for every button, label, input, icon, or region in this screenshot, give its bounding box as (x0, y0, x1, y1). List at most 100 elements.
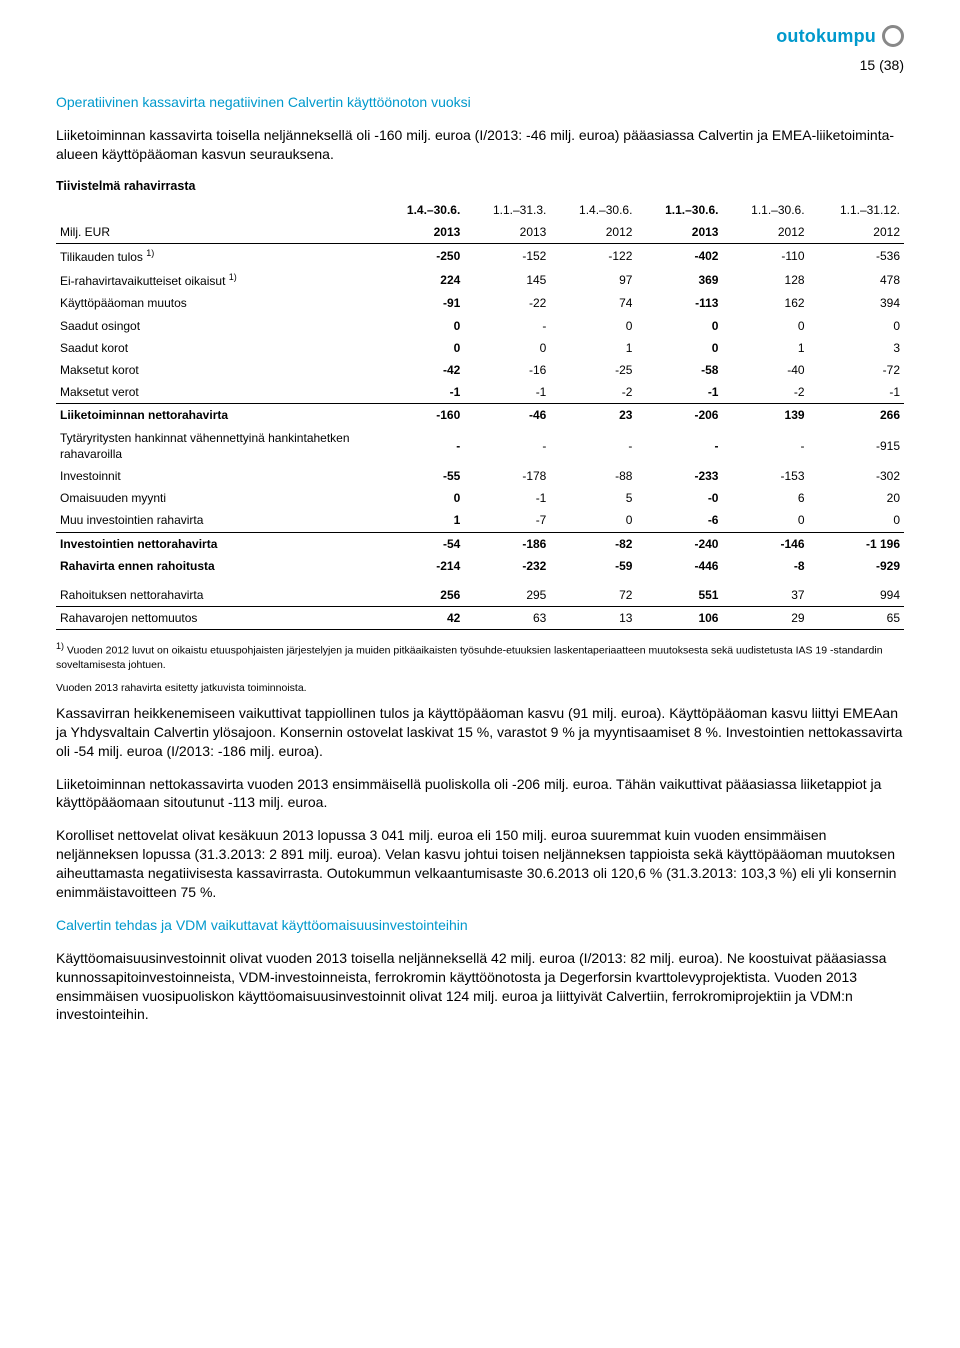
cell: -2 (550, 381, 636, 404)
cell: -302 (809, 465, 904, 487)
table-row: Rahoituksen nettorahavirta25629572551379… (56, 577, 904, 607)
cell: 0 (550, 509, 636, 532)
section-2-title: Calvertin tehdas ja VDM vaikuttavat käyt… (56, 916, 904, 935)
cell: -214 (378, 555, 464, 577)
cell: -110 (722, 244, 808, 269)
table-row: Rahavarojen nettomuutos4263131062965 (56, 607, 904, 630)
cell: -16 (464, 359, 550, 381)
footnote-2: Vuoden 2013 rahavirta esitetty jatkuvist… (56, 681, 904, 696)
cell: 1 (550, 337, 636, 359)
cell: -55 (378, 465, 464, 487)
cell: 478 (809, 268, 904, 292)
cell: -2 (722, 381, 808, 404)
cell: -82 (550, 532, 636, 555)
table-row: Ei-rahavirtavaikutteiset oikaisut 1)2241… (56, 268, 904, 292)
cell: 106 (636, 607, 722, 630)
cell: 13 (550, 607, 636, 630)
cell: 0 (550, 315, 636, 337)
col-year: 2012 (722, 221, 808, 244)
table-row: Tilikauden tulos 1)-250-152-122-402-110-… (56, 244, 904, 269)
cell: 6 (722, 487, 808, 509)
row-label: Maksetut korot (56, 359, 378, 381)
table-row: Saadut osingot0-0000 (56, 315, 904, 337)
table-row: Investoinnit-55-178-88-233-153-302 (56, 465, 904, 487)
cell: - (464, 427, 550, 465)
paragraph-3: Korolliset nettovelat olivat kesäkuun 20… (56, 826, 904, 902)
section-1-intro: Liiketoiminnan kassavirta toisella neljä… (56, 126, 904, 164)
cell: -446 (636, 555, 722, 577)
cell: -160 (378, 404, 464, 427)
cell: -1 (464, 381, 550, 404)
col-period: 1.1.–30.6. (722, 199, 808, 221)
cell: -42 (378, 359, 464, 381)
col-period: 1.4.–30.6. (550, 199, 636, 221)
cell: -1 (636, 381, 722, 404)
table-row: Muu investointien rahavirta1-70-600 (56, 509, 904, 532)
row-label: Rahavirta ennen rahoitusta (56, 555, 378, 577)
row-label: Investoinnit (56, 465, 378, 487)
cell: -22 (464, 292, 550, 314)
cell: -152 (464, 244, 550, 269)
cell: -206 (636, 404, 722, 427)
row-sup: 1) (146, 248, 154, 258)
cell: - (636, 427, 722, 465)
cell: 0 (722, 509, 808, 532)
cell: 37 (722, 577, 808, 607)
cell: 0 (378, 315, 464, 337)
row-label: Tytäryritysten hankinnat vähennettyinä h… (56, 427, 378, 465)
row-label: Rahoituksen nettorahavirta (56, 577, 378, 607)
cell: 0 (809, 509, 904, 532)
row-header-label: Milj. EUR (56, 221, 378, 244)
table-row: Käyttöpääoman muutos-91-2274-113162394 (56, 292, 904, 314)
cell: 162 (722, 292, 808, 314)
cell: 0 (378, 337, 464, 359)
col-period: 1.4.–30.6. (378, 199, 464, 221)
row-label: Omaisuuden myynti (56, 487, 378, 509)
cell: -6 (636, 509, 722, 532)
cell: 1 (722, 337, 808, 359)
cell: 97 (550, 268, 636, 292)
cell: -25 (550, 359, 636, 381)
cell: -186 (464, 532, 550, 555)
cell: 0 (636, 315, 722, 337)
cell: -72 (809, 359, 904, 381)
paragraph-2: Liiketoiminnan nettokassavirta vuoden 20… (56, 775, 904, 813)
cell: 295 (464, 577, 550, 607)
cell: 266 (809, 404, 904, 427)
cell: 3 (809, 337, 904, 359)
table-row: Omaisuuden myynti0-15-0620 (56, 487, 904, 509)
cell: -91 (378, 292, 464, 314)
cell: 139 (722, 404, 808, 427)
col-year: 2012 (809, 221, 904, 244)
row-sup: 1) (229, 272, 237, 282)
cell: -0 (636, 487, 722, 509)
col-year: 2013 (464, 221, 550, 244)
cell: 5 (550, 487, 636, 509)
table-row: Saadut korot001013 (56, 337, 904, 359)
cell: 0 (809, 315, 904, 337)
cell: 394 (809, 292, 904, 314)
table-row: Maksetut verot-1-1-2-1-2-1 (56, 381, 904, 404)
cell: - (722, 427, 808, 465)
brand-name: outokumpu (776, 24, 876, 48)
table-body: Tilikauden tulos 1)-250-152-122-402-110-… (56, 244, 904, 630)
cell: -1 (809, 381, 904, 404)
row-label: Liiketoiminnan nettorahavirta (56, 404, 378, 427)
cashflow-table: 1.4.–30.6.1.1.–31.3.1.4.–30.6.1.1.–30.6.… (56, 199, 904, 631)
table-row: Liiketoiminnan nettorahavirta-160-4623-2… (56, 404, 904, 427)
cell: 0 (722, 315, 808, 337)
cell: 0 (378, 487, 464, 509)
cell: -1 (464, 487, 550, 509)
cell: 224 (378, 268, 464, 292)
row-label: Tilikauden tulos 1) (56, 244, 378, 269)
cell: -250 (378, 244, 464, 269)
footnote-1: 1) Vuoden 2012 luvut on oikaistu etuuspo… (56, 640, 904, 673)
cell: 23 (550, 404, 636, 427)
col-year: 2013 (636, 221, 722, 244)
col-blank (56, 199, 378, 221)
row-label: Rahavarojen nettomuutos (56, 607, 378, 630)
cell: 256 (378, 577, 464, 607)
cell: 63 (464, 607, 550, 630)
cell: -59 (550, 555, 636, 577)
table-row: Investointien nettorahavirta-54-186-82-2… (56, 532, 904, 555)
